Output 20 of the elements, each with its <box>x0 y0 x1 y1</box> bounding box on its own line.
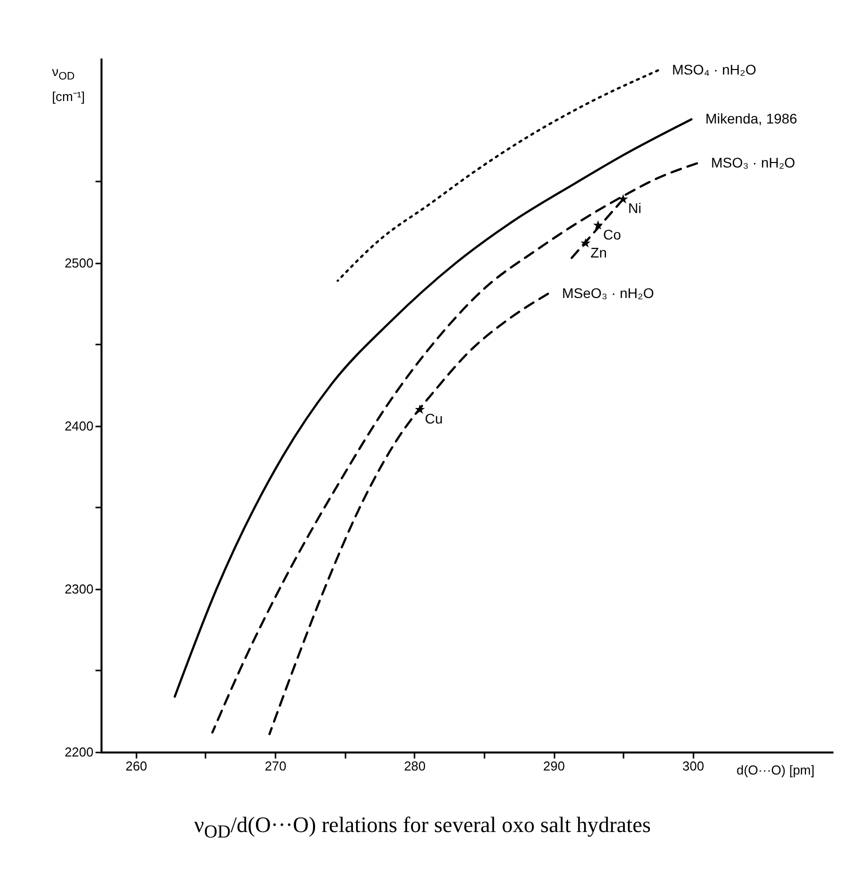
annotation: Cu <box>424 410 443 427</box>
y-tick-label: 2500 <box>64 255 94 270</box>
series-label: MSO₃ · nH₂O <box>710 154 796 170</box>
x-tick-label: 260 <box>125 758 148 774</box>
y-tick-label: 2200 <box>64 744 94 760</box>
x-tick-label: 270 <box>264 758 286 774</box>
x-tick-label: 280 <box>404 758 426 774</box>
x-tick-label: 290 <box>543 758 565 774</box>
y-axis-title: ν$_{OD}$ [cm⁻¹] <box>52 63 85 106</box>
x-axis-title: d(O···O) [pm] <box>736 762 814 778</box>
series-label: Mikenda, 1986 <box>705 110 798 126</box>
annotation: Co <box>603 226 622 242</box>
x-tick-label: 300 <box>682 758 704 774</box>
series-label: MSO₄ · nH₂O <box>672 61 756 78</box>
y-tick-label: 2300 <box>64 581 94 596</box>
annotation: Zn <box>590 244 607 260</box>
y-tick-label: 2400 <box>64 418 94 434</box>
annotation: Ni <box>628 200 642 216</box>
series-label: MSeO₃ · nH₂O <box>562 284 654 301</box>
text: ν$_{OD}$/d(O···O) relations for several oxo salt hydrates <box>193 812 652 842</box>
